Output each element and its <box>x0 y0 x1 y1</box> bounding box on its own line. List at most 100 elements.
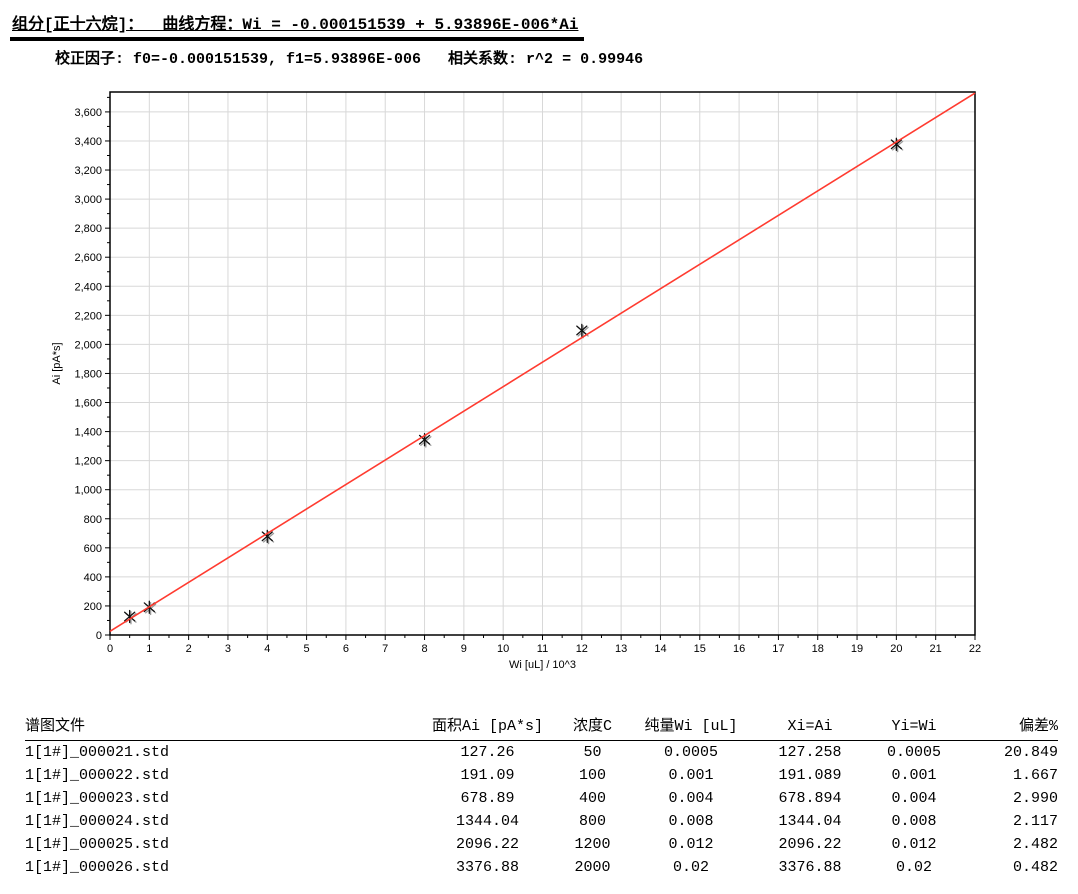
svg-text:10: 10 <box>497 643 509 655</box>
column-header: Xi=Ai <box>787 718 833 735</box>
value-cell: 400 <box>578 790 606 807</box>
spectrum-file-cell: 1[1#]_000025.std <box>25 836 170 853</box>
svg-text:11: 11 <box>537 643 548 655</box>
svg-text:3,200: 3,200 <box>74 165 102 177</box>
column-header: 偏差% <box>1018 718 1058 735</box>
column-header: 谱图文件 <box>25 718 86 735</box>
column-header: 浓度C <box>572 718 612 735</box>
report-title-block: 组分[正十六烷]： 曲线方程：Wi = -0.000151539 + 5.938… <box>10 10 585 41</box>
value-cell: 2096.22 <box>455 836 519 853</box>
table-header-row: 谱图文件 面积Ai [pA*s] 浓度C 纯量Wi [uL] Xi=Ai Yi=Wi 偏差% <box>25 716 1058 741</box>
svg-text:14: 14 <box>654 643 666 655</box>
svg-text:6: 6 <box>343 643 349 655</box>
value-cell: 0.008 <box>891 813 937 830</box>
value-cell: 678.894 <box>778 790 842 807</box>
calibration-factors-line: 校正因子: f0=-0.000151539, f1=5.93896E-006 相… <box>55 51 644 68</box>
value-cell: 1200 <box>574 836 611 853</box>
value-cell: 2000 <box>574 859 611 876</box>
value-cell: 191.089 <box>778 767 842 784</box>
svg-text:1,600: 1,600 <box>74 398 102 410</box>
value-cell: 2.482 <box>1012 836 1058 853</box>
svg-text:3,600: 3,600 <box>74 107 102 119</box>
svg-text:0: 0 <box>96 630 102 642</box>
table-row: 1[1#]_000022.std 191.09 100 0.001 191.089 0.0… <box>25 764 1058 787</box>
value-cell: 127.258 <box>778 744 842 761</box>
svg-text:22: 22 <box>969 643 981 655</box>
component-equation-title: 组分[正十六烷]： 曲线方程：Wi = -0.000151539 + 5.938… <box>12 16 579 34</box>
svg-text:200: 200 <box>84 601 102 613</box>
value-cell: 1344.04 <box>455 813 519 830</box>
table-row: 1[1#]_000026.std 3376.88 2000 0.02 3376.88 0.… <box>25 856 1058 879</box>
svg-text:18: 18 <box>812 643 824 655</box>
value-cell: 0.004 <box>891 790 937 807</box>
value-cell: 0.02 <box>672 859 709 876</box>
value-cell: 3376.88 <box>455 859 519 876</box>
value-cell: 0.001 <box>668 767 714 784</box>
spectrum-file-cell: 1[1#]_000024.std <box>25 813 170 830</box>
data-point-marker <box>890 137 904 153</box>
svg-text:12: 12 <box>576 643 588 655</box>
value-cell: 0.482 <box>1012 859 1058 876</box>
svg-text:13: 13 <box>615 643 627 655</box>
value-cell: 0.0005 <box>886 744 941 761</box>
table-row: 1[1#]_000021.std 127.26 50 0.0005 127.258 0.0… <box>25 741 1058 764</box>
value-cell: 0.012 <box>668 836 714 853</box>
svg-text:21: 21 <box>930 643 942 655</box>
table-row: 1[1#]_000024.std 1344.04 800 0.008 1344.04 0.… <box>25 810 1058 833</box>
svg-text:1: 1 <box>146 643 152 655</box>
svg-text:2,000: 2,000 <box>74 339 102 351</box>
svg-text:4: 4 <box>264 643 270 655</box>
column-header: 面积Ai [pA*s] <box>431 718 543 735</box>
svg-text:400: 400 <box>84 572 102 584</box>
table-row: 1[1#]_000023.std 678.89 400 0.004 678.894 0.0… <box>25 787 1058 810</box>
table-body: 1[1#]_000021.std 127.26 50 0.0005 127.258 0.0… <box>25 741 1058 879</box>
spectrum-file-cell: 1[1#]_000021.std <box>25 744 170 761</box>
svg-text:1,000: 1,000 <box>74 485 102 497</box>
y-axis-title: Ai [pA*s] <box>51 342 63 384</box>
svg-text:8: 8 <box>421 643 427 655</box>
svg-text:17: 17 <box>772 643 784 655</box>
value-cell: 127.26 <box>460 744 515 761</box>
svg-text:3,000: 3,000 <box>74 194 102 206</box>
column-header: 纯量Wi [uL] <box>644 718 738 735</box>
svg-text:1,200: 1,200 <box>74 456 102 468</box>
value-cell: 1.667 <box>1012 767 1058 784</box>
spectrum-file-cell: 1[1#]_000026.std <box>25 859 170 876</box>
svg-text:3: 3 <box>225 643 231 655</box>
value-cell: 0.004 <box>668 790 714 807</box>
svg-text:3,400: 3,400 <box>74 136 102 148</box>
svg-text:19: 19 <box>851 643 863 655</box>
value-cell: 50 <box>583 744 602 761</box>
value-cell: 2.990 <box>1012 790 1058 807</box>
column-header: Yi=Wi <box>891 718 937 735</box>
spectrum-file-cell: 1[1#]_000023.std <box>25 790 170 807</box>
svg-text:16: 16 <box>733 643 745 655</box>
calibration-curve-chart: 02004006008001,0001,2001,4001,6001,8002,… <box>51 91 981 671</box>
value-cell: 2096.22 <box>778 836 842 853</box>
svg-text:1,400: 1,400 <box>74 427 102 439</box>
grid-lines <box>110 92 975 635</box>
value-cell: 191.09 <box>460 767 515 784</box>
value-cell: 0.012 <box>891 836 937 853</box>
svg-text:600: 600 <box>84 543 102 555</box>
svg-text:2,200: 2,200 <box>74 310 102 322</box>
fit-line <box>109 92 976 632</box>
svg-text:2,800: 2,800 <box>74 223 102 235</box>
svg-text:0: 0 <box>107 643 113 655</box>
svg-text:7: 7 <box>382 643 388 655</box>
y-axis: 0 200 400 600 800 1,000 1,200 1,400 1,600 1,800 2,… <box>74 96 110 642</box>
value-cell: 0.008 <box>668 813 714 830</box>
x-axis: 0 1 2 3 4 5 6 7 8 9 10 11 12 13 14 15 16 17 18 19 20 21 22 <box>107 635 981 655</box>
data-point-marker <box>576 323 589 339</box>
svg-text:800: 800 <box>84 514 102 526</box>
value-cell: 800 <box>578 813 606 830</box>
value-cell: 100 <box>578 767 606 784</box>
svg-text:5: 5 <box>304 643 310 655</box>
svg-text:15: 15 <box>694 643 706 655</box>
value-cell: 0.0005 <box>663 744 718 761</box>
svg-text:2,400: 2,400 <box>74 281 102 293</box>
value-cell: 0.001 <box>891 767 937 784</box>
spectrum-file-cell: 1[1#]_000022.std <box>25 767 170 784</box>
value-cell: 678.89 <box>460 790 515 807</box>
